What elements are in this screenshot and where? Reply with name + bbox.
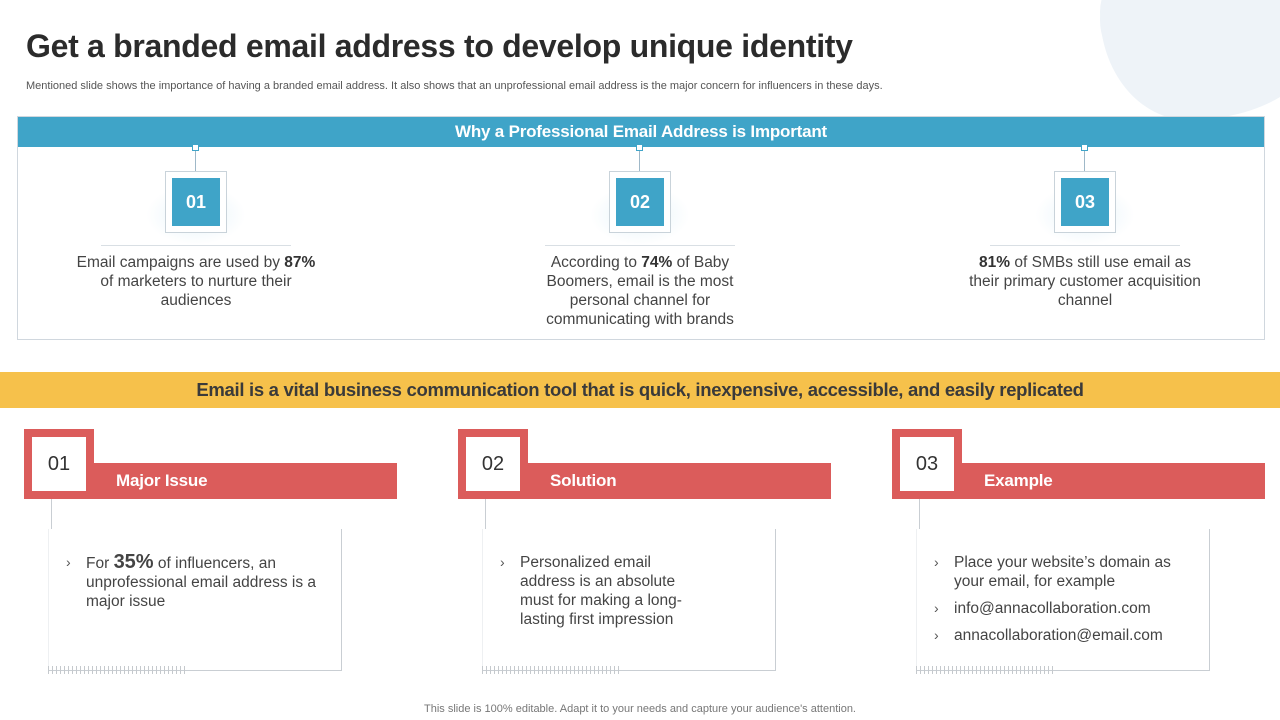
divider [545, 245, 735, 246]
list-item-text: Personalized email address is an absolut… [520, 554, 682, 628]
card-number: 03 [900, 437, 954, 491]
number-box: 03 [1054, 171, 1116, 233]
point-text: According to 74% of Baby Boomers, email … [520, 253, 760, 329]
connector-dot [192, 144, 199, 151]
point-text: Email campaigns are used by 87% of marke… [76, 253, 316, 310]
card-number: 01 [32, 437, 86, 491]
card-title: Example [984, 471, 1053, 490]
point-text: 81% of SMBs still use email as their pri… [965, 253, 1205, 310]
importance-point-3: 03 81% of SMBs still use email as their … [965, 144, 1205, 337]
point-number: 02 [616, 178, 664, 226]
point-text-post: of SMBs still use email as their primary… [969, 254, 1201, 309]
tick-decoration [48, 666, 188, 674]
list-item-text: info@annacollaboration.com [954, 600, 1151, 617]
list-item: › annacollaboration@email.com [934, 626, 1204, 645]
connector-dot [1081, 144, 1088, 151]
number-box: 02 [609, 171, 671, 233]
chevron-right-icon: › [934, 627, 939, 643]
connector-line [1084, 147, 1085, 171]
point-number: 01 [172, 178, 220, 226]
connector-line [195, 147, 196, 171]
point-number: 03 [1061, 178, 1109, 226]
connector-line [919, 499, 920, 529]
card-example: 03 Example › Place your website’s domain… [892, 429, 1266, 679]
list-item-text: annacollaboration@email.com [954, 627, 1163, 644]
chevron-right-icon: › [934, 600, 939, 616]
point-text-post: of marketers to nurture their audiences [100, 273, 292, 309]
list-item-pre: For [86, 555, 114, 572]
card-number-frame: 02 [458, 429, 528, 497]
point-stat: 81% [979, 254, 1011, 271]
card-title: Major Issue [116, 471, 208, 490]
card-number-frame: 03 [892, 429, 962, 497]
importance-panel: Why a Professional Email Address is Impo… [17, 116, 1265, 340]
connector-line [51, 499, 52, 529]
chevron-right-icon: › [500, 554, 505, 570]
list-item-post: of influencers, an unprofessional email … [86, 555, 317, 610]
card-solution: 02 Solution › Personalized email address… [458, 429, 832, 679]
importance-panel-header: Why a Professional Email Address is Impo… [18, 117, 1264, 147]
point-text-pre: Email campaigns are used by [76, 254, 285, 271]
point-text-pre: According to [550, 254, 642, 271]
card-title: Solution [550, 471, 617, 490]
divider [990, 245, 1180, 246]
list-item: › info@annacollaboration.com [934, 599, 1204, 618]
divider [101, 245, 291, 246]
importance-point-2: 02 According to 74% of Baby Boomers, ema… [520, 144, 760, 337]
list-item: › For 35% of influencers, an unprofessio… [66, 551, 336, 611]
list-item: › Place your website’s domain as your em… [934, 553, 1204, 591]
card-list: › Personalized email address is an absol… [500, 553, 770, 637]
importance-point-1: 01 Email campaigns are used by 87% of ma… [76, 144, 316, 337]
connector-dot [636, 144, 643, 151]
page-subtitle: Mentioned slide shows the importance of … [26, 80, 883, 92]
tick-decoration [482, 666, 622, 674]
footer-note: This slide is 100% editable. Adapt it to… [424, 703, 856, 715]
card-list: › For 35% of influencers, an unprofessio… [66, 551, 336, 619]
tick-decoration [916, 666, 1056, 674]
point-stat: 74% [641, 254, 673, 271]
list-item-text: Place your website’s domain as your emai… [954, 554, 1171, 590]
chevron-right-icon: › [934, 554, 939, 570]
point-stat: 87% [284, 254, 316, 271]
page-title: Get a branded email address to develop u… [26, 28, 853, 64]
card-number-frame: 01 [24, 429, 94, 497]
card-content-box [482, 529, 776, 671]
list-item-stat: 35% [113, 551, 154, 573]
card-list: › Place your website’s domain as your em… [934, 553, 1204, 653]
connector-line [485, 499, 486, 529]
point-text-post: of Baby Boomers, email is the most perso… [546, 254, 734, 328]
connector-line [639, 147, 640, 171]
card-content-box [48, 529, 342, 671]
card-number: 02 [466, 437, 520, 491]
chevron-right-icon: › [66, 554, 71, 570]
list-item: › Personalized email address is an absol… [500, 553, 770, 629]
card-content-box [916, 529, 1210, 671]
key-message-banner: Email is a vital business communication … [0, 372, 1280, 408]
card-major-issue: 01 Major Issue › For 35% of influencers,… [24, 429, 398, 679]
number-box: 01 [165, 171, 227, 233]
